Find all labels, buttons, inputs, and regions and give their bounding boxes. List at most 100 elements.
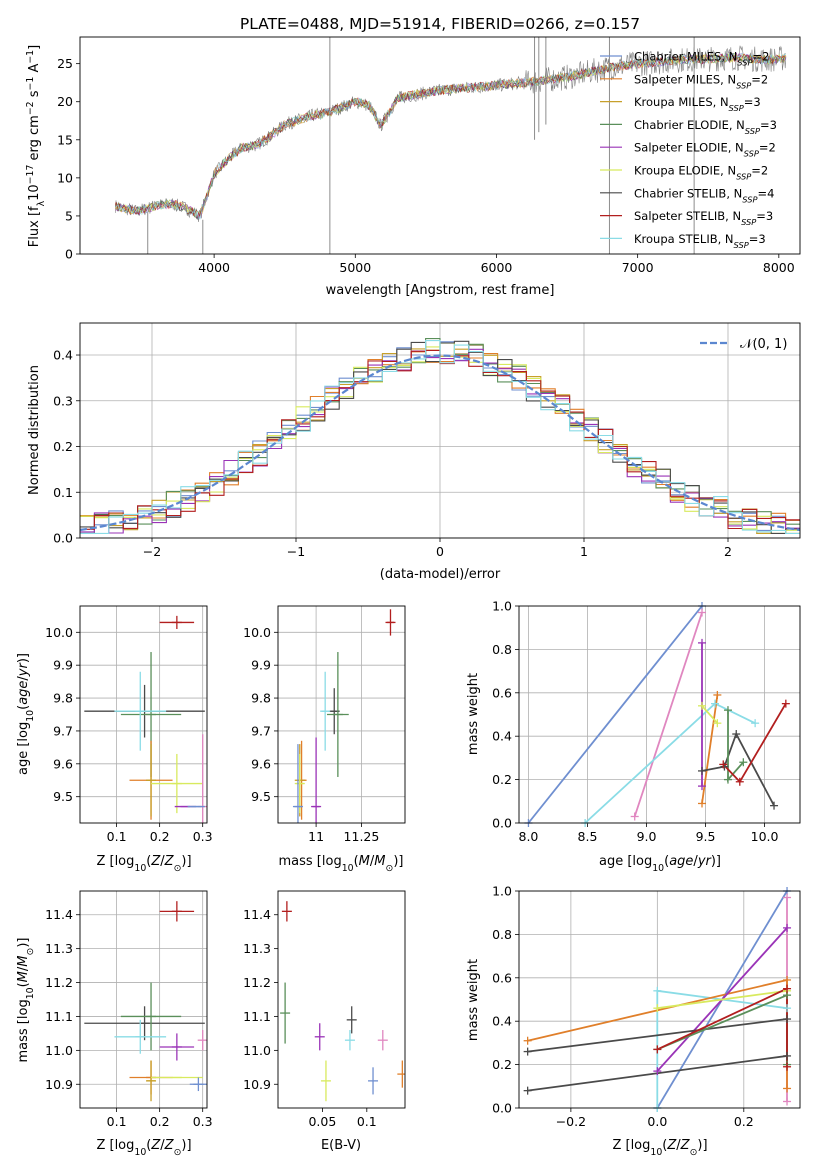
- axes-mass_vs_EBV: 0.05 0.1 10.9 11.0 11.1 11.2 11.3 11.4: [243, 890, 406, 1129]
- x-tick-label: 4000: [198, 260, 230, 275]
- normal-curve: [80, 354, 800, 532]
- x-tick-label: 8.0: [519, 829, 539, 844]
- x-tick-label: 5000: [339, 260, 371, 275]
- x-tick-label: 0.1: [107, 829, 127, 844]
- x-tick-label: 0.2: [734, 1114, 754, 1129]
- weight-line: [633, 612, 703, 817]
- weight-line: [701, 705, 719, 724]
- x-tick-label: 0.2: [150, 1114, 170, 1129]
- plot-content: [80, 323, 800, 538]
- y-tick-label: 9.7: [53, 723, 73, 738]
- legend-label: Kroupa STELIB, NSSP=3: [634, 232, 766, 250]
- plot-content: [519, 606, 800, 823]
- x-axis-label: (data-model)/error: [380, 567, 501, 582]
- y-tick-label: 0.3: [53, 393, 73, 408]
- y-tick-label: 20: [57, 94, 73, 109]
- x-axis-label: age [log10(age/yr)]: [599, 854, 721, 874]
- x-tick-label: −0.2: [556, 1114, 586, 1129]
- axes-weight_vs_Z: −0.2 0.0 0.2 0.0 0.2 0.4 0.6 0.8 1.0: [492, 884, 801, 1129]
- y-tick-label: 0.2: [492, 772, 512, 787]
- y-axis-label: mass [log10(M/M⊙)]: [16, 937, 36, 1062]
- y-tick-label: 0.0: [492, 1101, 512, 1116]
- y-tick-label: 9.8: [53, 691, 73, 706]
- x-tick-label: −2: [143, 544, 161, 559]
- y-tick-label: 11.2: [243, 975, 271, 990]
- plot-content: [115, 37, 787, 254]
- y-tick-label: 10.9: [45, 1077, 73, 1092]
- plot-area: [519, 891, 800, 1108]
- axes-frame: [79, 322, 801, 539]
- y-tick-label: 0.4: [53, 348, 73, 363]
- x-tick-label: 0.05: [308, 1114, 336, 1129]
- y-tick-label: 0.2: [492, 1057, 512, 1072]
- y-tick-label: 11.4: [45, 907, 73, 922]
- y-tick-label: 10.9: [243, 1077, 271, 1092]
- x-tick-label: 0.3: [193, 829, 213, 844]
- y-tick-label: 0.6: [492, 685, 512, 700]
- x-tick-label: 0.0: [647, 1114, 667, 1129]
- x-tick-label: 0.1: [357, 1114, 377, 1129]
- x-axis-label: Z [log10(Z/Z⊙)]: [612, 1138, 707, 1158]
- axes-frame: [518, 605, 801, 824]
- axes-frame: [79, 36, 801, 255]
- y-tick-label: 10: [57, 170, 73, 185]
- y-tick-label: 9.6: [53, 756, 73, 771]
- plot-content: [80, 606, 207, 823]
- x-tick-label: 7000: [622, 260, 654, 275]
- weight-line: [527, 606, 703, 823]
- axes-frame: [277, 605, 406, 824]
- x-tick-label: 1: [580, 544, 588, 559]
- y-tick-label: 10.0: [45, 625, 73, 640]
- x-tick-label: 0.1: [107, 1114, 127, 1129]
- x-tick-label: 2: [724, 544, 732, 559]
- y-tick-label: 0.2: [53, 439, 73, 454]
- plot-area: [519, 606, 800, 823]
- axes-spectrum: 4000 5000 6000 7000 8000 0 5 10 15 20 25 Chabrier M…: [57, 36, 801, 275]
- legend-label: Salpeter STELIB, NSSP=3: [634, 209, 773, 227]
- y-tick-label: 1.0: [492, 599, 512, 614]
- x-tick-label: 9.0: [637, 829, 657, 844]
- plot-content: [278, 606, 405, 823]
- legend-label: Kroupa ELODIE, NSSP=2: [634, 164, 768, 182]
- x-axis-label: wavelength [Angstrom, rest frame]: [326, 283, 555, 298]
- plot-content: [280, 901, 405, 1102]
- y-tick-label: 0.8: [492, 927, 512, 942]
- legend-label: Chabrier STELIB, NSSP=4: [634, 186, 774, 204]
- y-tick-label: 9.9: [53, 658, 73, 673]
- y-tick-label: 9.5: [53, 789, 73, 804]
- y-tick-label: 0: [65, 247, 73, 262]
- y-axis-label: mass weight: [466, 673, 481, 755]
- x-axis-label: Z [log10(Z/Z⊙)]: [96, 854, 191, 874]
- plot-content: [80, 891, 207, 1108]
- legend-label: Chabrier ELODIE, NSSP=3: [634, 118, 777, 136]
- x-axis-label: Z [log10(Z/Z⊙)]: [96, 1138, 191, 1158]
- y-tick-label: 11.4: [243, 907, 271, 922]
- axes-age_vs_mass: 11 11.25 9.5 9.6 9.7 9.8 9.9 10.0: [243, 605, 406, 844]
- y-tick-label: 11.3: [243, 941, 271, 956]
- y-tick-label: 9.6: [251, 756, 271, 771]
- y-tick-label: 15: [57, 132, 73, 147]
- axes-frame: [79, 605, 208, 824]
- weight-line: [701, 731, 775, 807]
- legend-label: Kroupa MILES, NSSP=3: [634, 95, 761, 113]
- y-tick-label: 11.0: [243, 1043, 271, 1058]
- x-tick-label: 11.25: [344, 829, 380, 844]
- weight-line: [701, 694, 719, 804]
- y-tick-label: 10.0: [243, 625, 271, 640]
- x-tick-label: −1: [287, 544, 305, 559]
- y-tick-label: 0.0: [492, 816, 512, 831]
- y-tick-label: 11.2: [45, 975, 73, 990]
- y-tick-label: 25: [57, 56, 73, 71]
- y-tick-label: 5: [65, 208, 73, 223]
- spectrum-model-line: [115, 53, 786, 220]
- x-tick-label: 9.5: [696, 829, 716, 844]
- y-tick-label: 1.0: [492, 884, 512, 899]
- plot-area: [80, 891, 207, 1108]
- y-tick-label: 0.1: [53, 485, 73, 500]
- x-tick-label: 8.5: [578, 829, 598, 844]
- x-tick-label: 11: [308, 829, 324, 844]
- y-tick-label: 0.6: [492, 970, 512, 985]
- axes-frame: [277, 890, 406, 1109]
- legend-label: Salpeter ELODIE, NSSP=2: [634, 141, 776, 159]
